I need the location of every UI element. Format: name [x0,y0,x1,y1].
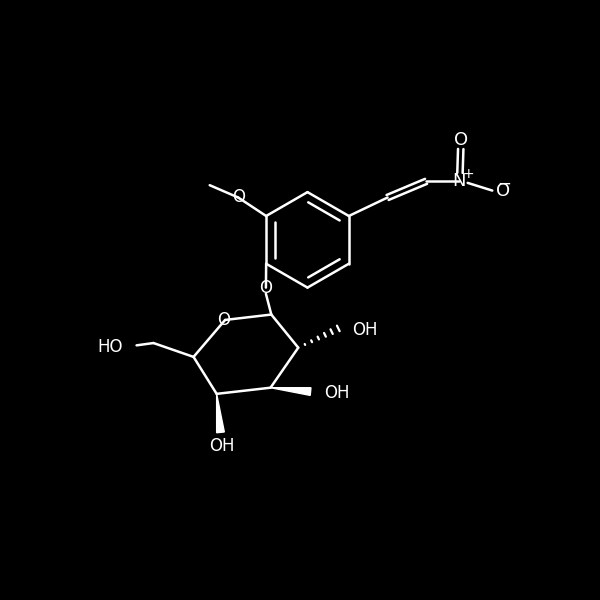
Text: O: O [454,131,468,149]
Text: O: O [496,182,510,200]
Text: +: + [463,167,474,181]
Text: N: N [452,172,466,190]
Text: O: O [232,188,245,206]
Text: OH: OH [352,321,377,339]
Text: O: O [217,311,230,329]
Polygon shape [271,388,311,395]
Polygon shape [217,394,224,433]
Text: O: O [259,280,272,298]
Text: −: − [497,175,512,193]
Text: HO: HO [97,338,123,356]
Text: OH: OH [209,437,235,455]
Text: OH: OH [325,384,350,402]
